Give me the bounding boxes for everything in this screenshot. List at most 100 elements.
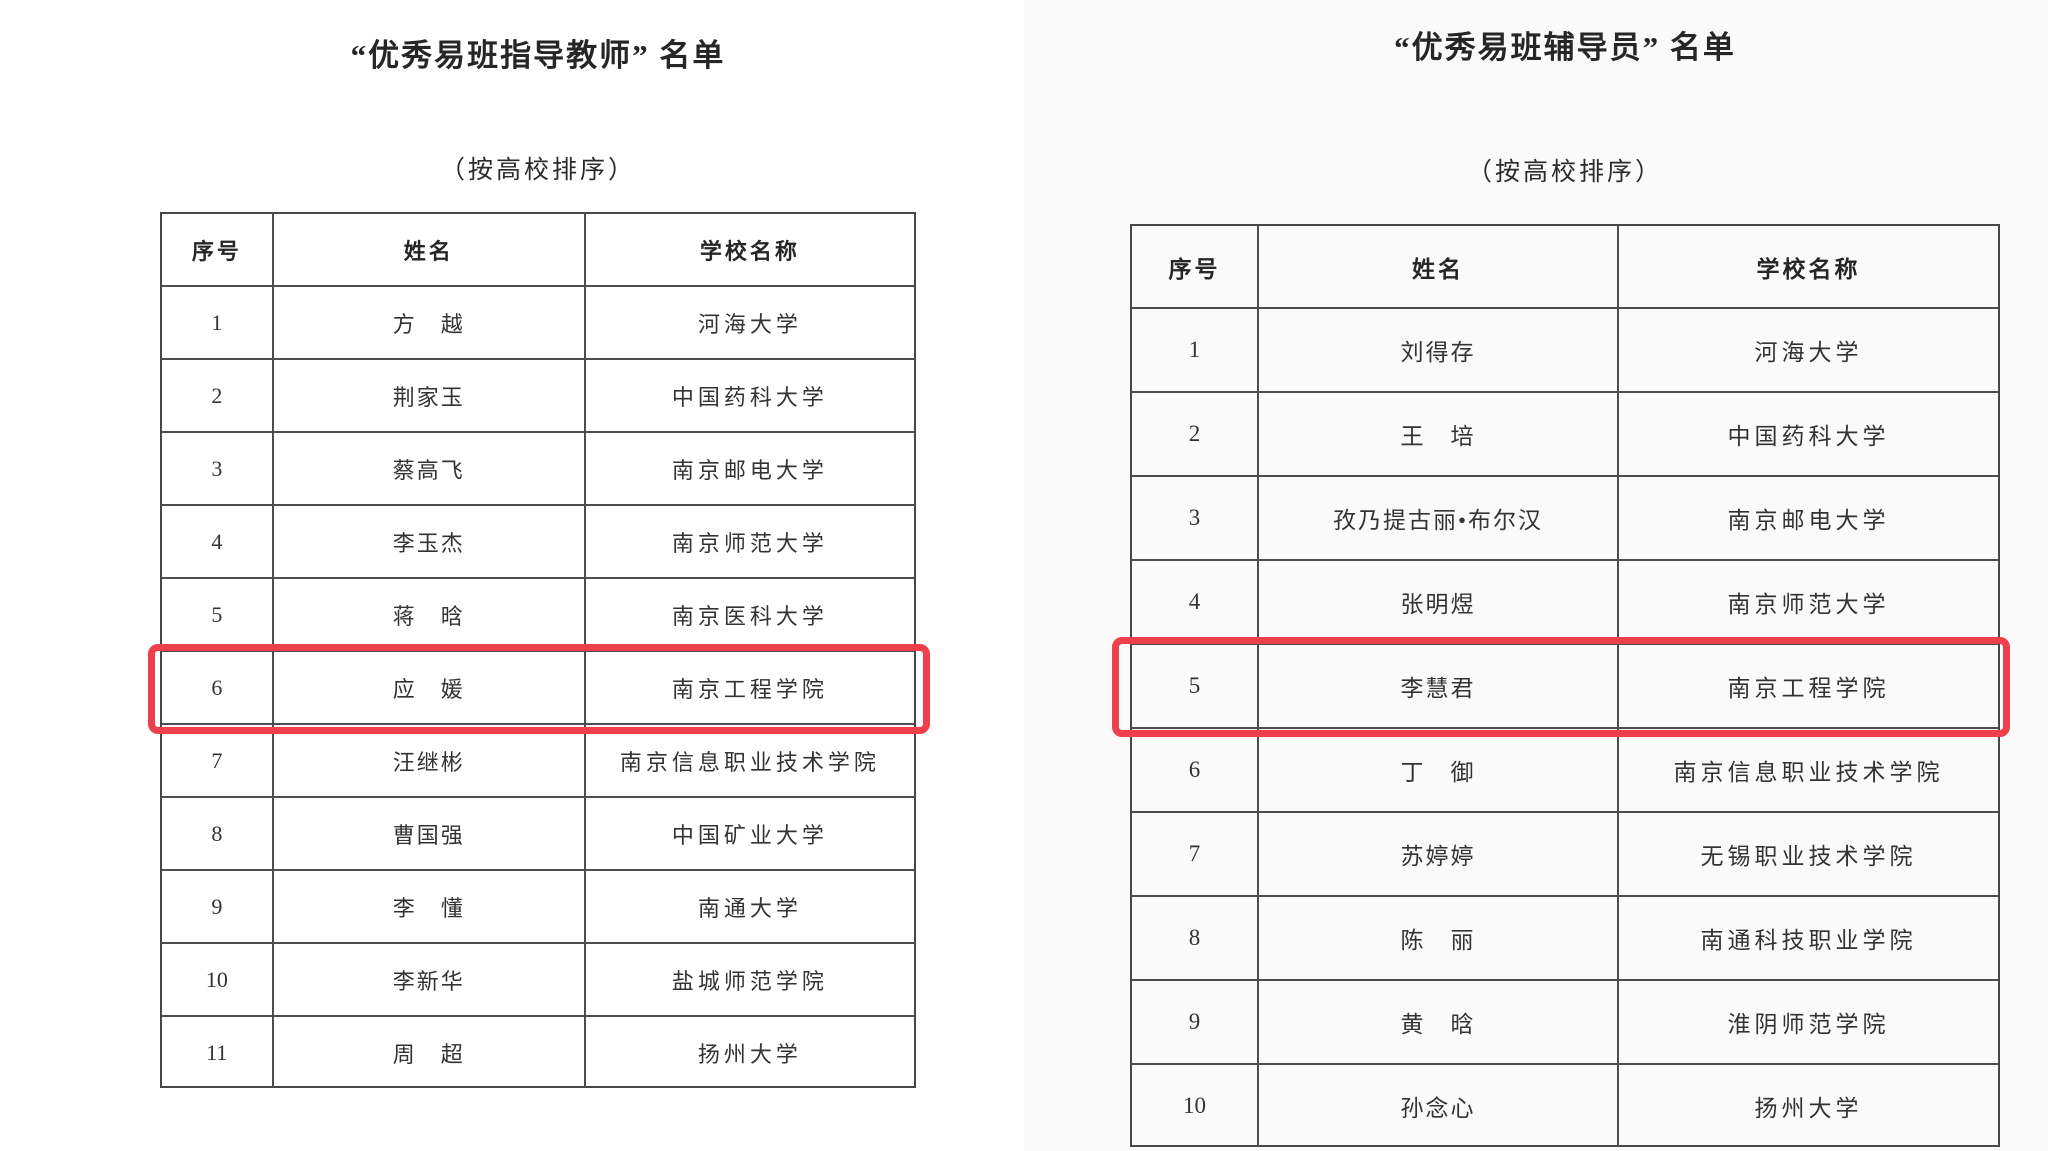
cell-no: 8 bbox=[211, 820, 223, 846]
cell-name: 苏婷婷 bbox=[1257, 813, 1617, 895]
cell-no: 3 bbox=[1188, 505, 1201, 530]
table-header-row: 序号 姓名 学校名称 bbox=[162, 214, 914, 285]
cell-no: 7 bbox=[1188, 841, 1201, 866]
cell-name: 李慧君 bbox=[1257, 645, 1617, 727]
table-row: 10 李新华 盐城师范学院 bbox=[162, 942, 914, 1015]
table-row: 1 方 越 河海大学 bbox=[162, 285, 914, 358]
cell-name: 应 媛 bbox=[271, 652, 584, 723]
cell-school: 中国矿业大学 bbox=[583, 798, 914, 869]
cell-no: 5 bbox=[211, 601, 223, 627]
cell-no: 5 bbox=[1188, 673, 1201, 698]
cell-school: 南京医科大学 bbox=[583, 579, 914, 650]
cell-name: 蒋 晗 bbox=[271, 579, 584, 650]
cell-school: 中国药科大学 bbox=[583, 360, 914, 431]
cell-no: 1 bbox=[211, 309, 223, 335]
table-header-row: 序号 姓名 学校名称 bbox=[1132, 226, 1998, 307]
cell-school: 淮阴师范学院 bbox=[1617, 981, 1998, 1063]
cell-no: 4 bbox=[1188, 589, 1201, 614]
cell-school: 扬州大学 bbox=[583, 1017, 914, 1088]
table-row: 3 孜乃提古丽•布尔汉 南京邮电大学 bbox=[1132, 475, 1998, 559]
cell-name: 丁 御 bbox=[1257, 729, 1617, 811]
cell-no: 10 bbox=[1183, 1093, 1206, 1118]
cell-school: 南京师范大学 bbox=[1617, 561, 1998, 643]
table-row: 11 周 超 扬州大学 bbox=[162, 1015, 914, 1088]
cell-school: 中国药科大学 bbox=[1617, 393, 1998, 475]
roster-table: 序号 姓名 学校名称 1 刘得存 河海大学 2 王 培 中国药科大学 3 孜乃提… bbox=[1130, 224, 2000, 1147]
cell-school: 南京师范大学 bbox=[583, 506, 914, 577]
table-row-highlighted: 5 李慧君 南京工程学院 bbox=[1132, 643, 1998, 727]
header-cell-name: 姓名 bbox=[1257, 226, 1617, 307]
cell-name: 李新华 bbox=[271, 944, 584, 1015]
table-row: 4 张明煜 南京师范大学 bbox=[1132, 559, 1998, 643]
cell-no: 7 bbox=[211, 747, 223, 773]
cell-no: 4 bbox=[211, 528, 223, 554]
table-row: 8 陈 丽 南通科技职业学院 bbox=[1132, 895, 1998, 979]
cell-no: 10 bbox=[205, 966, 228, 992]
table-row: 9 黄 晗 淮阴师范学院 bbox=[1132, 979, 1998, 1063]
cell-name: 李 懂 bbox=[271, 871, 584, 942]
cell-no: 9 bbox=[1188, 1009, 1201, 1034]
cell-name: 王 培 bbox=[1257, 393, 1617, 475]
cell-name: 黄 晗 bbox=[1257, 981, 1617, 1063]
cell-school: 南通科技职业学院 bbox=[1617, 897, 1998, 979]
cell-name: 刘得存 bbox=[1257, 309, 1617, 391]
cell-no: 6 bbox=[211, 674, 223, 700]
cell-school: 无锡职业技术学院 bbox=[1617, 813, 1998, 895]
cell-name: 汪继彬 bbox=[271, 725, 584, 796]
cell-school: 盐城师范学院 bbox=[583, 944, 914, 1015]
table-row: 2 荆家玉 中国药科大学 bbox=[162, 358, 914, 431]
page-right: “优秀易班辅导员” 名单 （按高校排序） 序号 姓名 学校名称 1 刘得存 河海… bbox=[1024, 0, 2048, 1151]
cell-school: 南京邮电大学 bbox=[583, 433, 914, 504]
cell-no: 1 bbox=[1188, 337, 1201, 362]
cell-name: 李玉杰 bbox=[271, 506, 584, 577]
cell-school: 南京信息职业技术学院 bbox=[583, 725, 914, 796]
cell-name: 蔡高飞 bbox=[271, 433, 584, 504]
header-cell-no: 序号 bbox=[191, 238, 242, 264]
roster-table: 序号 姓名 学校名称 1 方 越 河海大学 2 荆家玉 中国药科大学 3 蔡高飞… bbox=[160, 212, 916, 1088]
table-row: 5 蒋 晗 南京医科大学 bbox=[162, 577, 914, 650]
cell-no: 2 bbox=[1188, 421, 1201, 446]
cell-no: 11 bbox=[206, 1039, 228, 1065]
table-row: 7 汪继彬 南京信息职业技术学院 bbox=[162, 723, 914, 796]
table-row-highlighted: 6 应 媛 南京工程学院 bbox=[162, 650, 914, 723]
table-row: 9 李 懂 南通大学 bbox=[162, 869, 914, 942]
table-row: 6 丁 御 南京信息职业技术学院 bbox=[1132, 727, 1998, 811]
page-title: “优秀易班指导教师” 名单 bbox=[350, 38, 726, 73]
cell-name: 曹国强 bbox=[271, 798, 584, 869]
table-row: 4 李玉杰 南京师范大学 bbox=[162, 504, 914, 577]
cell-name: 孙念心 bbox=[1257, 1065, 1617, 1147]
cell-school: 南通大学 bbox=[583, 871, 914, 942]
cell-name: 周 超 bbox=[271, 1017, 584, 1088]
table-row: 10 孙念心 扬州大学 bbox=[1132, 1063, 1998, 1147]
table-row: 1 刘得存 河海大学 bbox=[1132, 307, 1998, 391]
cell-school: 河海大学 bbox=[583, 287, 914, 358]
header-cell-name: 姓名 bbox=[271, 214, 584, 285]
cell-school: 南京工程学院 bbox=[1617, 645, 1998, 727]
table-row: 8 曹国强 中国矿业大学 bbox=[162, 796, 914, 869]
page-left: “优秀易班指导教师” 名单 （按高校排序） 序号 姓名 学校名称 1 方 越 河… bbox=[148, 38, 930, 1088]
cell-no: 2 bbox=[211, 382, 223, 408]
table-row: 3 蔡高飞 南京邮电大学 bbox=[162, 431, 914, 504]
cell-no: 6 bbox=[1188, 757, 1201, 782]
cell-school: 南京邮电大学 bbox=[1617, 477, 1998, 559]
cell-name: 方 越 bbox=[271, 287, 584, 358]
cell-name: 陈 丽 bbox=[1257, 897, 1617, 979]
page-subtitle: （按高校排序） bbox=[439, 157, 636, 184]
cell-no: 8 bbox=[1188, 925, 1201, 950]
header-cell-school: 学校名称 bbox=[1617, 226, 1998, 307]
cell-no: 3 bbox=[211, 455, 223, 481]
cell-school: 扬州大学 bbox=[1617, 1065, 1998, 1147]
cell-school: 河海大学 bbox=[1617, 309, 1998, 391]
cell-no: 9 bbox=[211, 893, 223, 919]
cell-name: 孜乃提古丽•布尔汉 bbox=[1257, 477, 1617, 559]
table-row: 7 苏婷婷 无锡职业技术学院 bbox=[1132, 811, 1998, 895]
cell-school: 南京信息职业技术学院 bbox=[1617, 729, 1998, 811]
cell-name: 荆家玉 bbox=[271, 360, 584, 431]
header-cell-no: 序号 bbox=[1168, 256, 1221, 282]
page-subtitle: （按高校排序） bbox=[1466, 159, 1663, 186]
header-cell-school: 学校名称 bbox=[583, 214, 914, 285]
cell-school: 南京工程学院 bbox=[583, 652, 914, 723]
table-row: 2 王 培 中国药科大学 bbox=[1132, 391, 1998, 475]
cell-name: 张明煜 bbox=[1257, 561, 1617, 643]
